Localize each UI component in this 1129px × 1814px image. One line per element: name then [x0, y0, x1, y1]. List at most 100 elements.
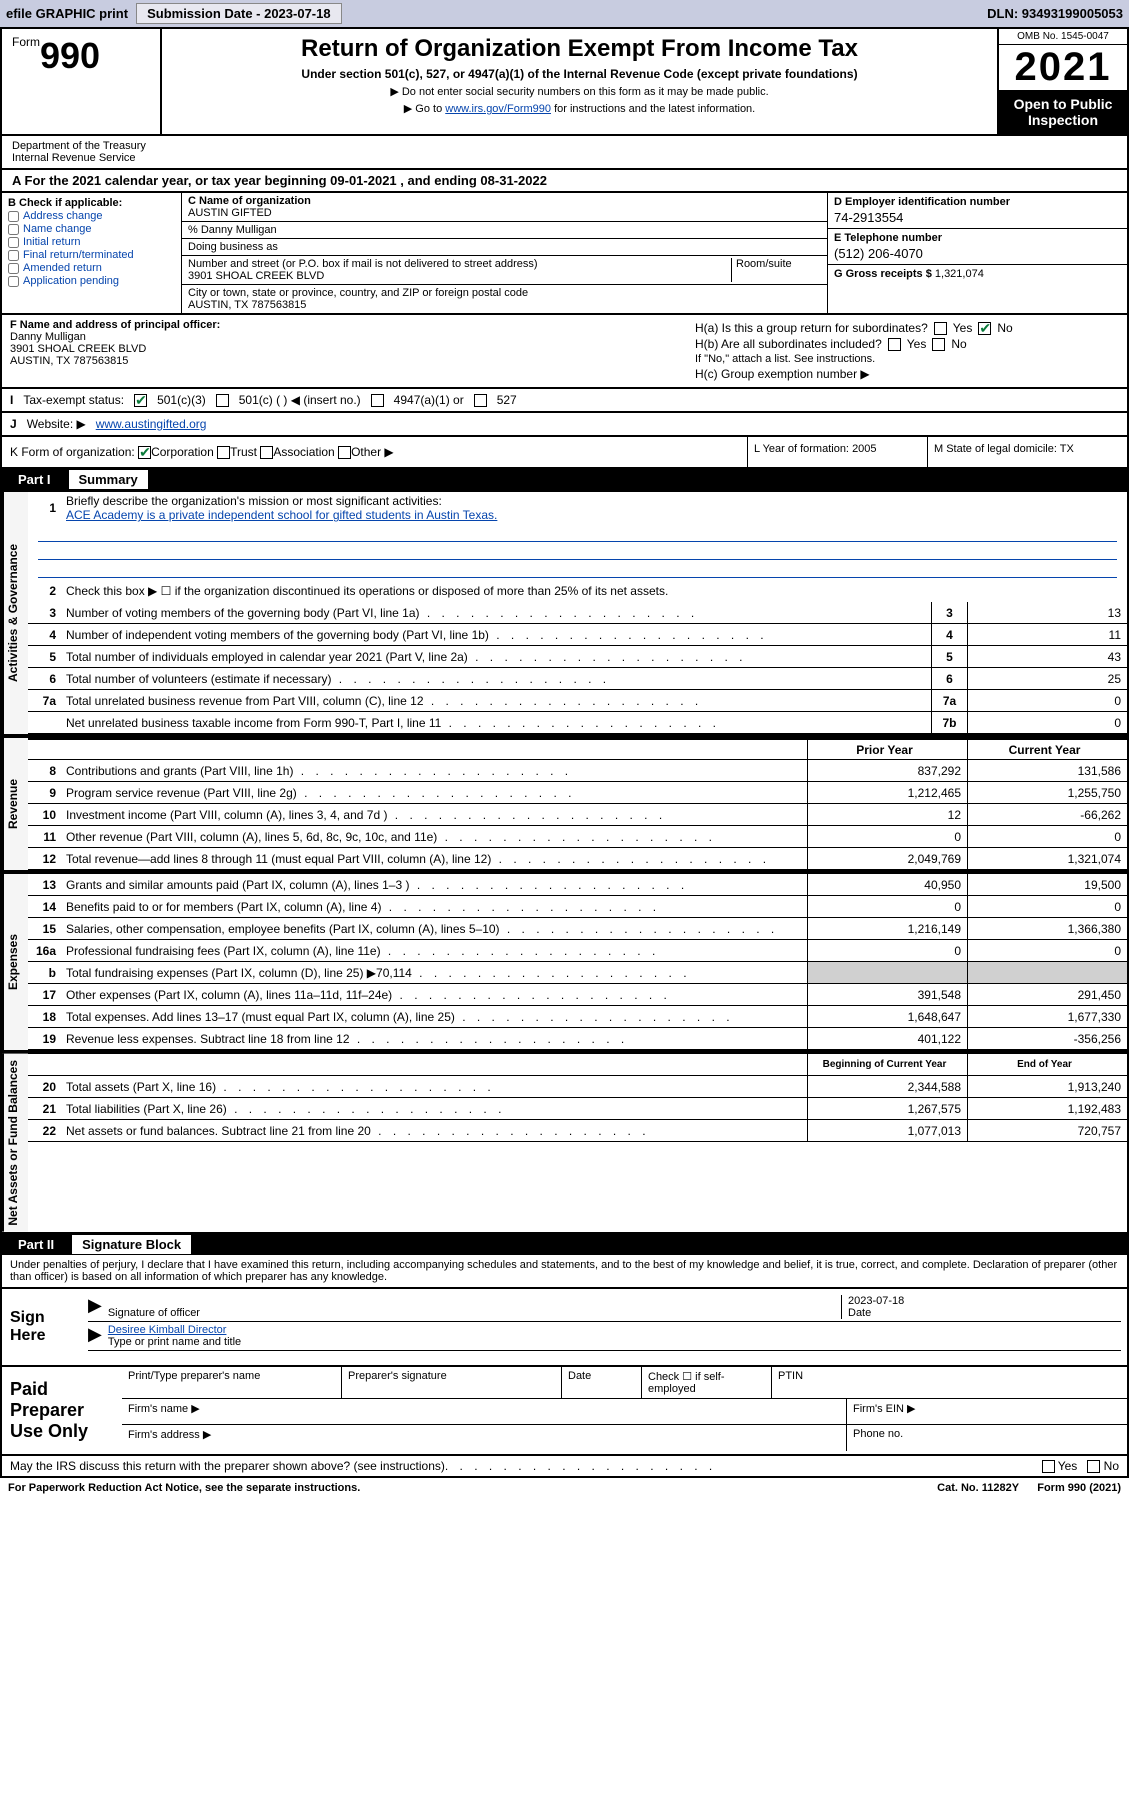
- row-j: J Website: ▶ www.austingifted.org: [0, 413, 1129, 437]
- care-of: % Danny Mulligan: [188, 224, 277, 236]
- summary-row: 7aTotal unrelated business revenue from …: [28, 690, 1127, 712]
- expenses-label: Expenses: [2, 874, 28, 1050]
- summary-row: 13Grants and similar amounts paid (Part …: [28, 874, 1127, 896]
- dept-treasury: Department of the Treasury: [12, 140, 162, 152]
- city-val: AUSTIN, TX 787563815: [188, 299, 306, 311]
- cb-501c3[interactable]: [134, 394, 147, 407]
- room-label: Room/suite: [736, 258, 792, 270]
- form-header: Form990 Return of Organization Exempt Fr…: [0, 27, 1129, 136]
- activities-section: Activities & Governance 1Briefly describ…: [0, 490, 1129, 736]
- summary-row: 12Total revenue—add lines 8 through 11 (…: [28, 848, 1127, 870]
- box-c: C Name of organization AUSTIN GIFTED % D…: [182, 193, 827, 313]
- cb-501c[interactable]: [216, 394, 229, 407]
- city-label: City or town, state or province, country…: [188, 287, 528, 299]
- revenue-label: Revenue: [2, 738, 28, 870]
- ha-no[interactable]: [978, 322, 991, 335]
- summary-row: 14Benefits paid to or for members (Part …: [28, 896, 1127, 918]
- form-number-box: Form990: [2, 29, 162, 134]
- paperwork-notice: For Paperwork Reduction Act Notice, see …: [8, 1482, 360, 1494]
- cb-4947[interactable]: [371, 394, 384, 407]
- summary-row: 3Number of voting members of the governi…: [28, 602, 1127, 624]
- box-f: F Name and address of principal officer:…: [2, 315, 687, 387]
- website-link[interactable]: www.austingifted.org: [96, 417, 207, 431]
- summary-row: 11Other revenue (Part VIII, column (A), …: [28, 826, 1127, 848]
- perjury-text: Under penalties of perjury, I declare th…: [0, 1255, 1129, 1289]
- row-k: K Form of organization: Corporation Trus…: [0, 437, 1129, 469]
- ein-val: 74-2913554: [834, 210, 1121, 225]
- summary-row: 5Total number of individuals employed in…: [28, 646, 1127, 668]
- part1-header: Part ISummary: [0, 469, 1129, 490]
- hb-yes[interactable]: [888, 338, 901, 351]
- expenses-section: Expenses 13Grants and similar amounts pa…: [0, 872, 1129, 1052]
- summary-row: 19Revenue less expenses. Subtract line 1…: [28, 1028, 1127, 1050]
- submission-date-btn[interactable]: Submission Date - 2023-07-18: [136, 3, 342, 24]
- box-b-header: B Check if applicable:: [8, 197, 175, 209]
- ein-label: D Employer identification number: [834, 196, 1010, 208]
- paid-label: Paid Preparer Use Only: [2, 1367, 122, 1454]
- phone-label: E Telephone number: [834, 232, 942, 244]
- sign-here-block: Sign Here ▶Signature of officer2023-07-1…: [0, 1289, 1129, 1367]
- year-formation: 2005: [852, 443, 876, 455]
- revenue-section: Revenue Prior Year Current Year 8Contrib…: [0, 736, 1129, 872]
- summary-row: 8Contributions and grants (Part VIII, li…: [28, 760, 1127, 782]
- cb-amended[interactable]: Amended return: [8, 262, 175, 274]
- irs-label: Internal Revenue Service: [12, 152, 162, 164]
- summary-row: 21Total liabilities (Part X, line 26)1,2…: [28, 1098, 1127, 1120]
- hb-note: If "No," attach a list. See instructions…: [695, 353, 875, 365]
- efile-label: efile GRAPHIC print: [6, 6, 128, 21]
- sig-date: 2023-07-18: [848, 1295, 904, 1307]
- cb-address-change[interactable]: Address change: [8, 210, 175, 222]
- cb-527[interactable]: [474, 394, 487, 407]
- subtitle: Under section 501(c), 527, or 4947(a)(1)…: [168, 67, 991, 81]
- cb-other[interactable]: [338, 446, 351, 459]
- cb-assoc[interactable]: [260, 446, 273, 459]
- tax-year: 2021: [999, 45, 1127, 90]
- phone-val: (512) 206-4070: [834, 246, 1121, 261]
- officer-name-link[interactable]: Desiree Kimball Director: [108, 1324, 227, 1336]
- activities-label: Activities & Governance: [2, 492, 28, 734]
- form-ref: Form 990 (2021): [1037, 1482, 1121, 1494]
- footer-line: For Paperwork Reduction Act Notice, see …: [0, 1478, 1129, 1498]
- hb-label: H(b) Are all subordinates included?: [695, 337, 882, 351]
- gross-label: G Gross receipts $: [834, 268, 932, 280]
- summary-row: 15Salaries, other compensation, employee…: [28, 918, 1127, 940]
- discuss-no[interactable]: [1087, 1460, 1100, 1473]
- cb-trust[interactable]: [217, 446, 230, 459]
- summary-row: 6Total number of volunteers (estimate if…: [28, 668, 1127, 690]
- officer-name: Danny Mulligan: [10, 331, 86, 343]
- ha-yes[interactable]: [934, 322, 947, 335]
- fh-row: F Name and address of principal officer:…: [0, 315, 1129, 389]
- cb-app-pending[interactable]: Application pending: [8, 275, 175, 287]
- discuss-yes[interactable]: [1042, 1460, 1055, 1473]
- summary-row: 17Other expenses (Part IX, column (A), l…: [28, 984, 1127, 1006]
- officer-addr: 3901 SHOAL CREEK BLVD: [10, 343, 146, 355]
- cb-corp[interactable]: [138, 446, 151, 459]
- row-i: I Tax-exempt status: 501(c)(3) 501(c) ( …: [0, 389, 1129, 413]
- summary-row: 22Net assets or fund balances. Subtract …: [28, 1120, 1127, 1142]
- hb-no[interactable]: [932, 338, 945, 351]
- open-public-label: Open to Public Inspection: [999, 90, 1127, 134]
- hc-label: H(c) Group exemption number ▶: [695, 367, 870, 381]
- summary-row: Net unrelated business taxable income fr…: [28, 712, 1127, 734]
- mission-text[interactable]: ACE Academy is a private independent sch…: [66, 508, 497, 522]
- summary-row: bTotal fundraising expenses (Part IX, co…: [28, 962, 1127, 984]
- dept-box: Department of the Treasury Internal Reve…: [0, 136, 1129, 170]
- summary-row: 16aProfessional fundraising fees (Part I…: [28, 940, 1127, 962]
- cb-final-return[interactable]: Final return/terminated: [8, 249, 175, 261]
- summary-row: 18Total expenses. Add lines 13–17 (must …: [28, 1006, 1127, 1028]
- netassets-section: Net Assets or Fund Balances Beginning of…: [0, 1052, 1129, 1234]
- officer-city: AUSTIN, TX 787563815: [10, 355, 128, 367]
- addr-label: Number and street (or P.O. box if mail i…: [188, 258, 538, 270]
- box-de: D Employer identification number 74-2913…: [827, 193, 1127, 313]
- cb-initial-return[interactable]: Initial return: [8, 236, 175, 248]
- main-info-grid: B Check if applicable: Address change Na…: [0, 193, 1129, 315]
- box-b: B Check if applicable: Address change Na…: [2, 193, 182, 313]
- org-name: AUSTIN GIFTED: [188, 207, 272, 219]
- gross-val: 1,321,074: [935, 268, 984, 280]
- instr1: ▶ Do not enter social security numbers o…: [168, 85, 991, 98]
- box-h: H(a) Is this a group return for subordin…: [687, 315, 1127, 387]
- irs-link[interactable]: www.irs.gov/Form990: [445, 103, 551, 115]
- cb-name-change[interactable]: Name change: [8, 223, 175, 235]
- omb-number: OMB No. 1545-0047: [999, 29, 1127, 45]
- instr2: ▶ Go to www.irs.gov/Form990 for instruct…: [168, 102, 991, 115]
